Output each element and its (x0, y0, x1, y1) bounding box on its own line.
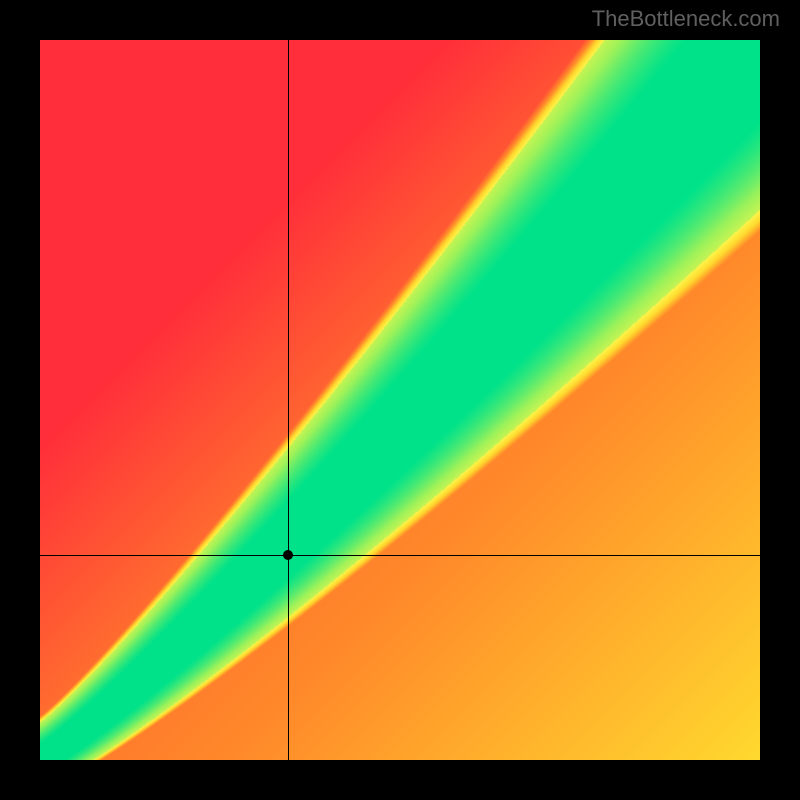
heatmap-canvas (40, 40, 760, 760)
watermark-text: TheBottleneck.com (592, 6, 780, 32)
plot-area (40, 40, 760, 760)
crosshair-vertical (288, 40, 289, 760)
crosshair-horizontal (40, 555, 760, 556)
marker-dot (283, 550, 293, 560)
